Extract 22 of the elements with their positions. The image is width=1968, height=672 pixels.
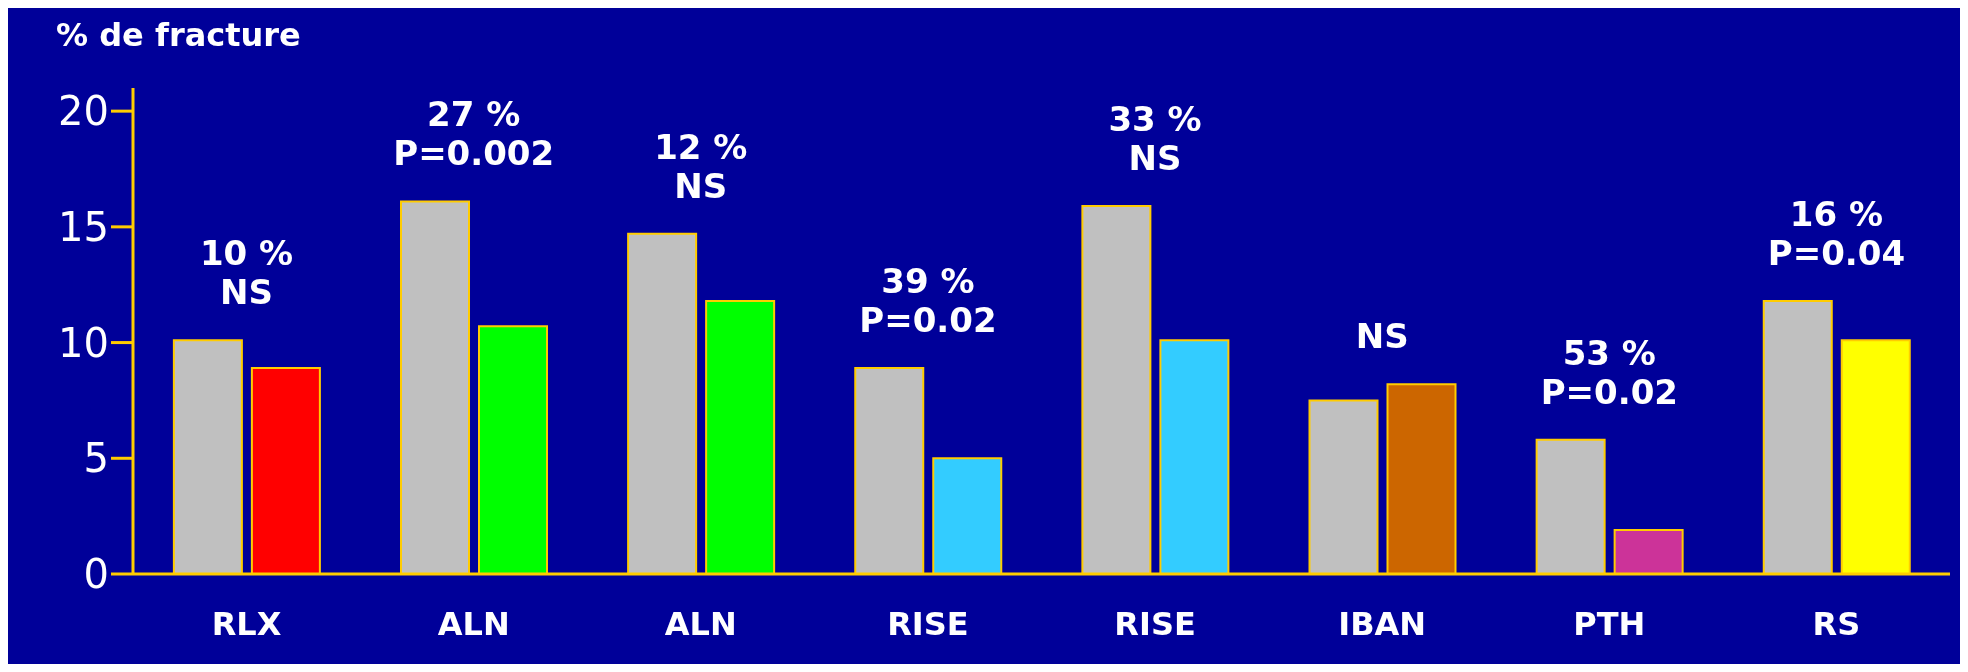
- x-tick-label: ALN: [437, 604, 510, 643]
- y-tick-label: 20: [58, 88, 109, 135]
- annotation: 39 % P=0.02: [859, 260, 997, 341]
- x-tick-label: RS: [1812, 604, 1861, 643]
- x-tick-label: RISE: [887, 604, 969, 643]
- x-tick-label: IBAN: [1338, 604, 1427, 643]
- annotation: 16 % P=0.04: [1767, 193, 1906, 273]
- annotation: 12 % NS: [654, 126, 748, 206]
- y-tick-label: 0: [83, 551, 109, 598]
- x-tick-label: RISE: [1114, 604, 1196, 643]
- y-tick-label: 5: [83, 435, 109, 482]
- y-tick-label: 10: [58, 319, 109, 366]
- annotation: 53 % P=0.02: [1540, 332, 1678, 412]
- annotation: NS: [1355, 316, 1409, 357]
- x-tick-label: PTH: [1573, 604, 1646, 643]
- annotation: 33 % NS: [1108, 98, 1202, 179]
- annotation: 27 % P=0.002: [393, 94, 555, 174]
- x-tick-label: ALN: [664, 604, 737, 643]
- annotation: 10 % NS: [199, 233, 294, 313]
- y-axis-title: % de fracture: [56, 16, 301, 54]
- y-tick-label: 15: [58, 204, 109, 251]
- x-tick-label: RLX: [211, 604, 282, 643]
